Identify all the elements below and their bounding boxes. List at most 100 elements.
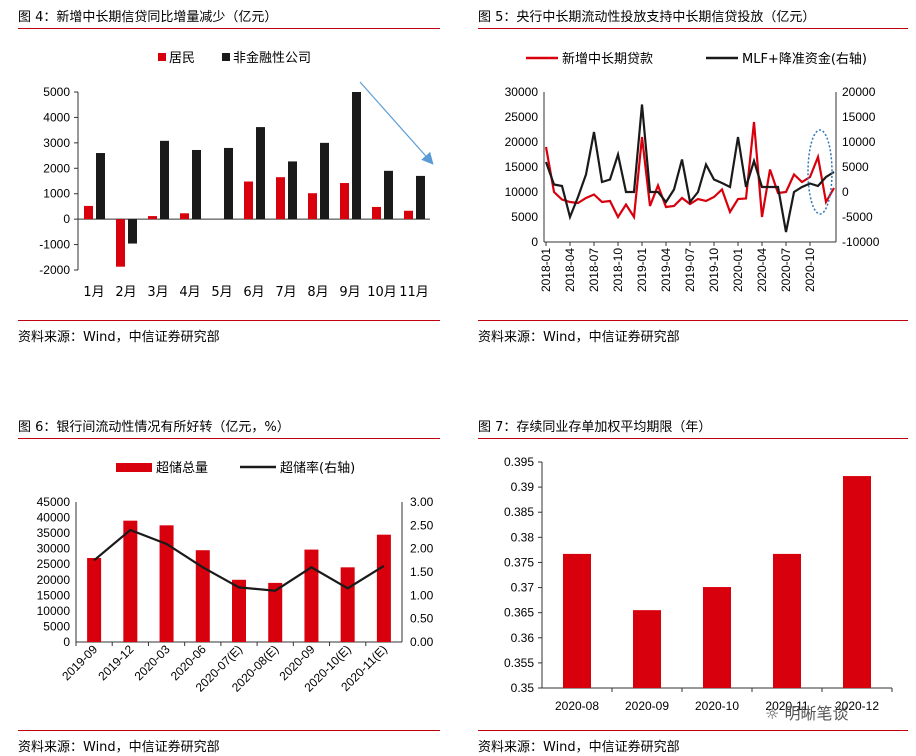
fig4-bar-resident xyxy=(404,210,413,220)
fig4-bar-resident xyxy=(244,181,253,220)
fig4-x-tick-label: 6月 xyxy=(243,285,264,300)
fig4-chart: 5000 4000 3000 2000 1000 0 -1000 -2000 1月 2月 3月 4月 5… xyxy=(39,50,434,300)
fig5-x-tick-label: 2019-01 xyxy=(635,248,649,292)
fig7-y-tick-label: 0.38 xyxy=(511,530,535,544)
fig7-panel: 图 7：存续同业存单加权平均期限（年） 资料来源：Wind，中信证券研究部 0.… xyxy=(478,416,910,756)
fig4-bar-resident xyxy=(372,206,381,220)
fig5-left-tick-label: 30000 xyxy=(505,85,539,99)
fig4-bar-corporate xyxy=(288,161,297,220)
fig4-y-tick-label: 0 xyxy=(63,212,70,226)
fig7-bar xyxy=(633,610,661,688)
fig5-right-tick-label: -5000 xyxy=(842,210,873,224)
fig6-left-tick-label: 30000 xyxy=(37,542,71,556)
fig5-left-tick-label: 20000 xyxy=(505,135,539,149)
fig5-x-tick-label: 2019-10 xyxy=(707,248,721,292)
fig6-bar-reserves xyxy=(123,520,138,642)
fig5-left-tick-label: 0 xyxy=(531,235,538,249)
fig6-bar-reserves xyxy=(232,579,246,642)
fig4-y-tick-label: -2000 xyxy=(39,263,70,277)
fig6-legend-label: 超储率(右轴) xyxy=(280,460,355,476)
fig6-bar-reserves xyxy=(87,558,102,642)
fig4-bar-corporate xyxy=(384,170,393,220)
fig4-bar-resident xyxy=(308,193,317,220)
fig4-x-tick-label: 11月 xyxy=(399,285,429,300)
fig7-x-tick-label: 2020-12 xyxy=(835,699,879,713)
fig7-x-tick-label: 2020-08 xyxy=(555,699,599,713)
fig4-x-tick-label: 9月 xyxy=(339,285,360,300)
fig4-bar-resident xyxy=(116,219,125,267)
fig4-x-tick-label: 8月 xyxy=(307,285,328,300)
fig6-bar-reserves xyxy=(159,525,174,642)
fig5-x-tick-label: 2020-10 xyxy=(803,248,817,292)
fig6-bar-reserves xyxy=(195,550,210,642)
fig5-title-rule xyxy=(478,28,908,29)
fig7-y-tick-label: 0.35 xyxy=(511,681,535,695)
fig6-source: 资料来源：Wind，中信证券研究部 xyxy=(18,740,220,755)
fig7-bar xyxy=(703,587,731,688)
fig5-line-loans xyxy=(544,121,835,221)
fig7-x-tick-label: 2020-09 xyxy=(625,699,669,713)
fig4-x-tick-label: 10月 xyxy=(367,285,397,300)
fig5-highlight-ellipse xyxy=(807,129,833,215)
fig4-legend-label: 非金融性公司 xyxy=(233,50,311,66)
fig4-bar-corporate xyxy=(352,92,361,220)
fig5-panel: 图 5：央行中长期流动性投放支持中长期信贷投放（亿元） 资料来源：Wind，中信… xyxy=(478,6,910,346)
fig4-bar-corporate xyxy=(416,175,425,220)
fig4-bar-resident xyxy=(84,205,93,220)
fig4-y-tick-label: 4000 xyxy=(43,110,70,124)
fig6-right-tick-label: 3.00 xyxy=(410,495,434,509)
fig6-bar-reserves xyxy=(304,549,319,642)
fig5-left-tick-label: 25000 xyxy=(505,110,539,124)
fig6-right-tick-label: 0.00 xyxy=(410,635,434,649)
fig5-left-tick-label: 15000 xyxy=(505,160,539,174)
fig5-source-rule xyxy=(478,320,908,321)
fig6-left-tick-label: 15000 xyxy=(37,588,71,602)
fig7-bar xyxy=(843,476,871,688)
fig7-source-rule xyxy=(478,730,908,731)
fig6-legend-swatch xyxy=(116,463,152,472)
fig5-x-tick-label: 2018-07 xyxy=(587,248,601,292)
fig6-bar-reserves xyxy=(376,534,391,642)
fig5-right-tick-label: 20000 xyxy=(842,85,876,99)
fig7-x-tick-label: 2020-11 xyxy=(765,699,808,713)
fig5-legend-label: 新增中长期贷款 xyxy=(562,51,653,67)
fig4-x-tick-label: 2月 xyxy=(115,285,136,300)
fig5-title: 图 5：央行中长期流动性投放支持中长期信贷投放（亿元） xyxy=(478,10,816,25)
fig4-legend-swatch xyxy=(222,53,230,61)
fig4-bar-corporate xyxy=(256,127,265,220)
fig5-line-mlf xyxy=(544,104,835,233)
fig4-y-tick-label: -1000 xyxy=(39,238,70,252)
fig4-y-tick-label: 1000 xyxy=(43,187,70,201)
fig6-left-tick-label: 40000 xyxy=(37,511,71,525)
fig5-chart: 30000 25000 20000 15000 10000 5000 0 20000 15000… xyxy=(505,51,880,292)
fig5-right-tick-label: 15000 xyxy=(842,110,876,124)
fig4-legend-label: 居民 xyxy=(169,51,195,66)
fig5-x-tick-label: 2019-04 xyxy=(659,248,673,292)
fig6-left-tick-label: 20000 xyxy=(37,573,71,587)
fig4-bar-corporate xyxy=(128,219,137,244)
fig4-x-tick-label: 4月 xyxy=(179,285,200,300)
fig7-y-tick-label: 0.355 xyxy=(504,656,534,670)
fig5-x-tick-label: 2020-04 xyxy=(755,248,769,292)
fig6-line-ratio xyxy=(93,528,385,592)
fig6-x-tick-label: 2020-03 xyxy=(132,642,173,683)
fig4-bar-corporate xyxy=(320,142,329,220)
fig6-bar-reserves xyxy=(268,582,283,642)
fig4-y-tick-label: 5000 xyxy=(43,85,70,99)
fig4-trend-arrow xyxy=(359,81,434,165)
fig5-legend-label: MLF+降准资金(右轴) xyxy=(742,51,867,67)
fig4-y-tick-label: 2000 xyxy=(43,161,70,175)
fig4-legend-swatch xyxy=(158,53,166,61)
fig7-y-tick-label: 0.39 xyxy=(511,480,535,494)
fig7-bar xyxy=(773,553,801,688)
fig6-source-rule xyxy=(18,730,440,731)
fig4-bar-resident xyxy=(180,213,189,220)
fig4-source-rule xyxy=(18,320,440,321)
fig7-chart: 0.395 0.39 0.385 0.38 0.375 0.37 0.365 0.36 0.35… xyxy=(504,455,893,713)
fig4-bar-resident xyxy=(340,183,349,220)
fig7-y-tick-label: 0.37 xyxy=(511,581,535,595)
fig5-left-tick-label: 5000 xyxy=(511,210,538,224)
wechat-icon: ☼ xyxy=(765,704,780,723)
fig6-panel: 图 6：银行间流动性情况有所好转（亿元，%） 资料来源：Wind，中信证券研究部… xyxy=(18,416,440,756)
